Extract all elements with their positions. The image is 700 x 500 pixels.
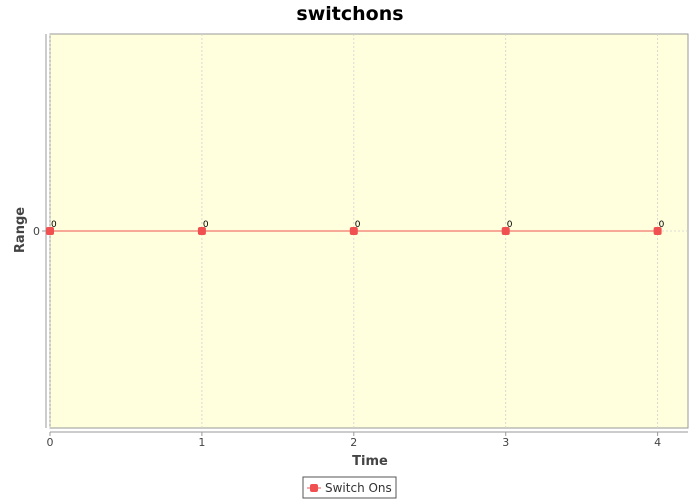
legend: Switch Ons <box>302 476 397 499</box>
x-tick-label: 1 <box>198 436 205 449</box>
y-tick-label: 0 <box>33 225 40 238</box>
series-switch-ons: 0 0 0 0 0 <box>46 220 665 235</box>
x-tick-label: 2 <box>350 436 357 449</box>
data-point <box>197 227 206 235</box>
axis-ticks: 0 1 2 3 4 0 <box>33 225 661 449</box>
chart-title: switchons <box>296 3 403 25</box>
y-axis-label: Range <box>13 207 28 253</box>
data-label: 0 <box>659 220 665 230</box>
data-label: 0 <box>507 220 513 230</box>
x-tick-label: 0 <box>47 436 54 449</box>
x-tick-label: 4 <box>654 436 661 449</box>
data-point <box>46 227 54 235</box>
data-label: 0 <box>355 220 361 230</box>
x-axis-label: Time <box>352 454 388 469</box>
data-label: 0 <box>51 220 57 230</box>
x-tick-label: 3 <box>502 436 509 449</box>
legend-box <box>302 476 397 499</box>
legend-marker <box>310 484 318 492</box>
legend-entry-switch-ons: Switch Ons <box>325 481 392 495</box>
data-point <box>349 227 358 235</box>
data-label: 0 <box>203 220 209 230</box>
data-point <box>653 227 662 235</box>
data-point <box>501 227 510 235</box>
